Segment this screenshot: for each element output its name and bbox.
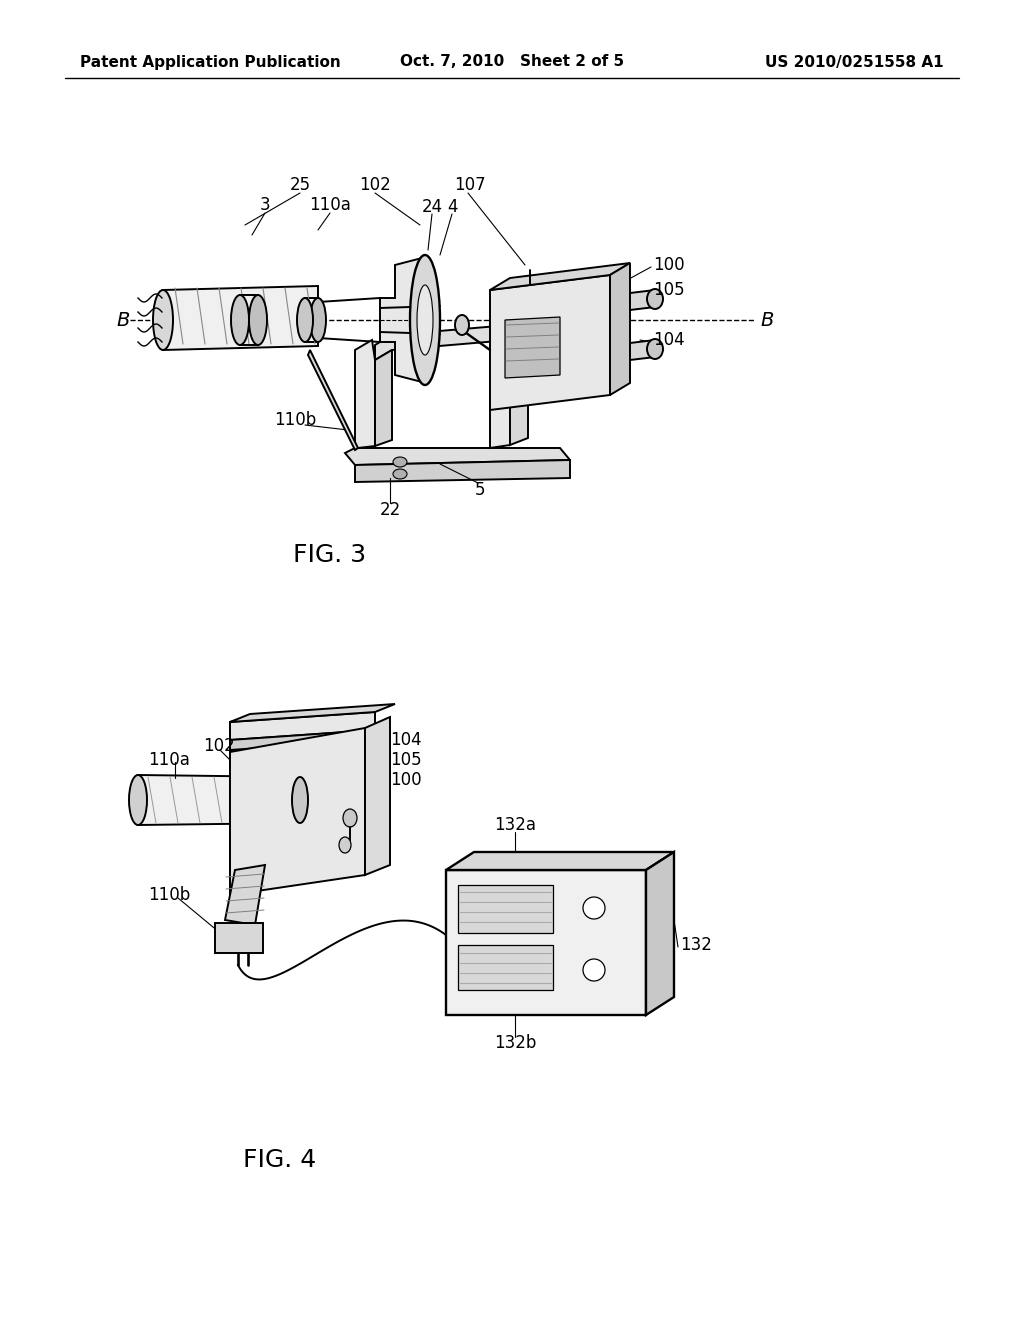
Text: 110a: 110a [148,751,189,770]
Text: Patent Application Publication: Patent Application Publication [80,54,341,70]
Ellipse shape [393,457,407,467]
Polygon shape [230,704,395,722]
Polygon shape [365,717,390,875]
Ellipse shape [455,315,469,335]
Text: 24: 24 [422,198,442,216]
Ellipse shape [297,298,313,342]
Ellipse shape [647,289,663,309]
Polygon shape [490,263,630,290]
Ellipse shape [343,809,357,828]
Ellipse shape [231,294,249,345]
Bar [446,870,646,1015]
Text: 104: 104 [390,731,422,748]
Text: 132b: 132b [494,1034,537,1052]
Text: 104: 104 [653,331,685,348]
Text: B: B [760,310,773,330]
Ellipse shape [583,960,605,981]
Polygon shape [345,447,570,465]
Polygon shape [490,335,510,447]
Polygon shape [490,275,610,411]
Text: 4: 4 [446,198,458,216]
Text: 105: 105 [390,751,422,770]
Text: 3: 3 [260,195,270,214]
Ellipse shape [393,469,407,479]
Polygon shape [355,341,375,447]
Text: 110b: 110b [273,411,316,429]
Ellipse shape [292,777,308,822]
Text: 100: 100 [653,256,685,275]
Text: FIG. 4: FIG. 4 [244,1148,316,1172]
Polygon shape [163,286,318,350]
Polygon shape [646,851,674,1015]
Ellipse shape [583,898,605,919]
Text: 110b: 110b [148,886,190,904]
Polygon shape [380,257,425,381]
Text: 102: 102 [203,737,234,755]
Ellipse shape [417,285,433,355]
Polygon shape [308,350,358,450]
Polygon shape [225,865,265,925]
Text: 110a: 110a [309,195,351,214]
Text: 22: 22 [379,502,400,519]
Text: FIG. 3: FIG. 3 [294,543,367,568]
Text: 25: 25 [290,176,310,194]
Ellipse shape [339,837,351,853]
Ellipse shape [249,294,267,345]
Bar [458,945,553,990]
Polygon shape [610,263,630,395]
Bar [458,884,553,933]
Bar [215,923,263,953]
Text: 100: 100 [390,771,422,789]
Text: B: B [117,310,130,330]
Polygon shape [630,290,655,310]
Ellipse shape [153,290,173,350]
Ellipse shape [310,298,326,342]
Polygon shape [375,350,392,446]
Polygon shape [230,715,252,895]
Polygon shape [230,729,365,895]
Text: Oct. 7, 2010   Sheet 2 of 5: Oct. 7, 2010 Sheet 2 of 5 [400,54,624,70]
Ellipse shape [410,255,440,385]
Text: 132a: 132a [494,816,536,834]
Polygon shape [355,459,570,482]
Polygon shape [230,711,375,741]
Text: 132: 132 [680,936,712,954]
Text: 5: 5 [475,480,485,499]
Polygon shape [510,330,528,445]
Text: 105: 105 [653,281,685,300]
Polygon shape [505,317,560,378]
Text: US 2010/0251558 A1: US 2010/0251558 A1 [765,54,944,70]
Text: 107: 107 [455,176,485,194]
Text: 102: 102 [359,176,391,194]
Polygon shape [230,730,375,750]
Polygon shape [375,315,528,360]
Ellipse shape [129,775,147,825]
Ellipse shape [647,339,663,359]
Polygon shape [446,851,674,870]
Polygon shape [138,775,300,825]
Polygon shape [630,341,655,360]
